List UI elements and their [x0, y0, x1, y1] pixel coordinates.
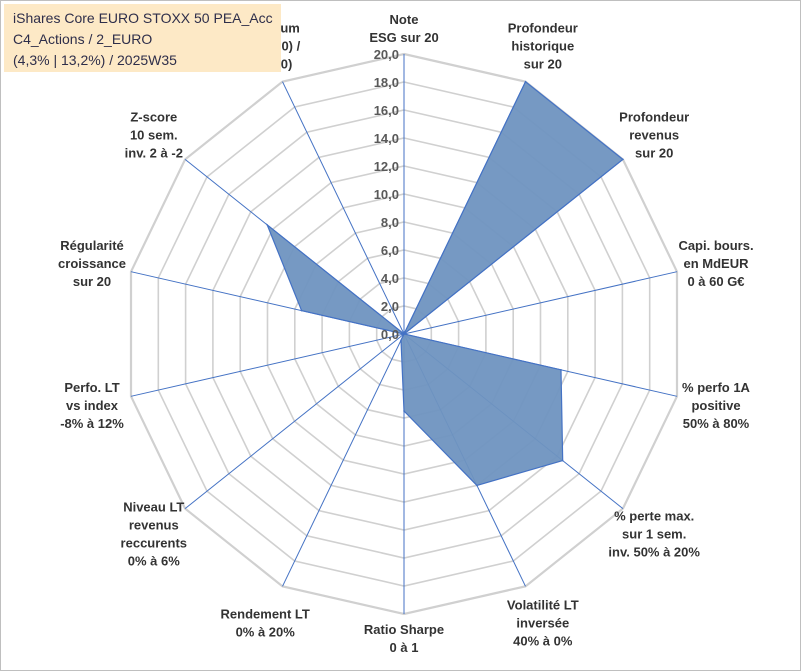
data-point: [561, 459, 564, 462]
data-series-area: [265, 80, 624, 487]
tick-label: 8,0: [381, 215, 399, 230]
tick-label: 6,0: [381, 243, 399, 258]
axis-label: Rendement LT 0% à 20%: [221, 606, 310, 639]
axis-label: Profondeur revenus sur 20: [619, 110, 689, 161]
data-point: [400, 339, 402, 342]
data-point: [476, 484, 478, 487]
fund-name: iShares Core EURO STOXX 50 PEA_Acc: [13, 10, 273, 26]
axis-label: % perte max. sur 1 sem. inv. 50% à 20%: [608, 509, 700, 560]
axis-label: Z-score 10 sem. inv. 2 à -2: [125, 110, 183, 161]
data-point: [266, 224, 269, 226]
data-point: [403, 410, 405, 412]
tick-label: 20,0: [374, 47, 399, 62]
fund-stats: (4,3% | 13,2%) / 2025W35: [13, 52, 177, 68]
tick-label: 4,0: [381, 271, 399, 286]
axis-spoke: [282, 81, 405, 335]
axis-label: Profondeur historique sur 20: [508, 21, 578, 72]
data-point: [560, 369, 562, 371]
tick-label: 18,0: [374, 75, 399, 90]
axis-label: Perfo. LT vs index -8% à 12%: [60, 380, 124, 431]
fund-info-box: iShares Core EURO STOXX 50 PEA_Acc C4_Ac…: [4, 4, 281, 72]
axis-spoke: [403, 271, 678, 335]
data-point: [524, 80, 527, 83]
axis-spoke: [282, 333, 405, 587]
axis-spoke: [184, 333, 405, 509]
tick-label: 16,0: [374, 103, 399, 118]
axis-label: Ratio Sharpe 0 à 1: [364, 622, 444, 655]
data-point: [403, 333, 405, 335]
axis-spoke: [130, 333, 405, 397]
tick-label: 0,0: [381, 327, 399, 342]
axis-label: Volatilité LT inversée 40% à 0%: [507, 597, 579, 648]
axis-label: Niveau LT revenus reccurents 0% à 6%: [121, 500, 187, 569]
axis-label: Note ESG sur 20: [369, 12, 438, 45]
axis-label: Capi. bours. en MdEUR 0 à 60 G€: [678, 238, 753, 289]
tick-label: 2,0: [381, 299, 399, 314]
tick-label: 12,0: [374, 159, 399, 174]
axis-label: Régularité croissance sur 20: [58, 238, 126, 289]
tick-label: 10,0: [374, 187, 399, 202]
data-point: [622, 158, 624, 161]
axis-label: % perfo 1A positive 50% à 80%: [682, 380, 751, 431]
data-point: [300, 309, 303, 312]
tick-label: 14,0: [374, 131, 399, 146]
fund-category: C4_Actions / 2_EURO: [13, 31, 153, 47]
